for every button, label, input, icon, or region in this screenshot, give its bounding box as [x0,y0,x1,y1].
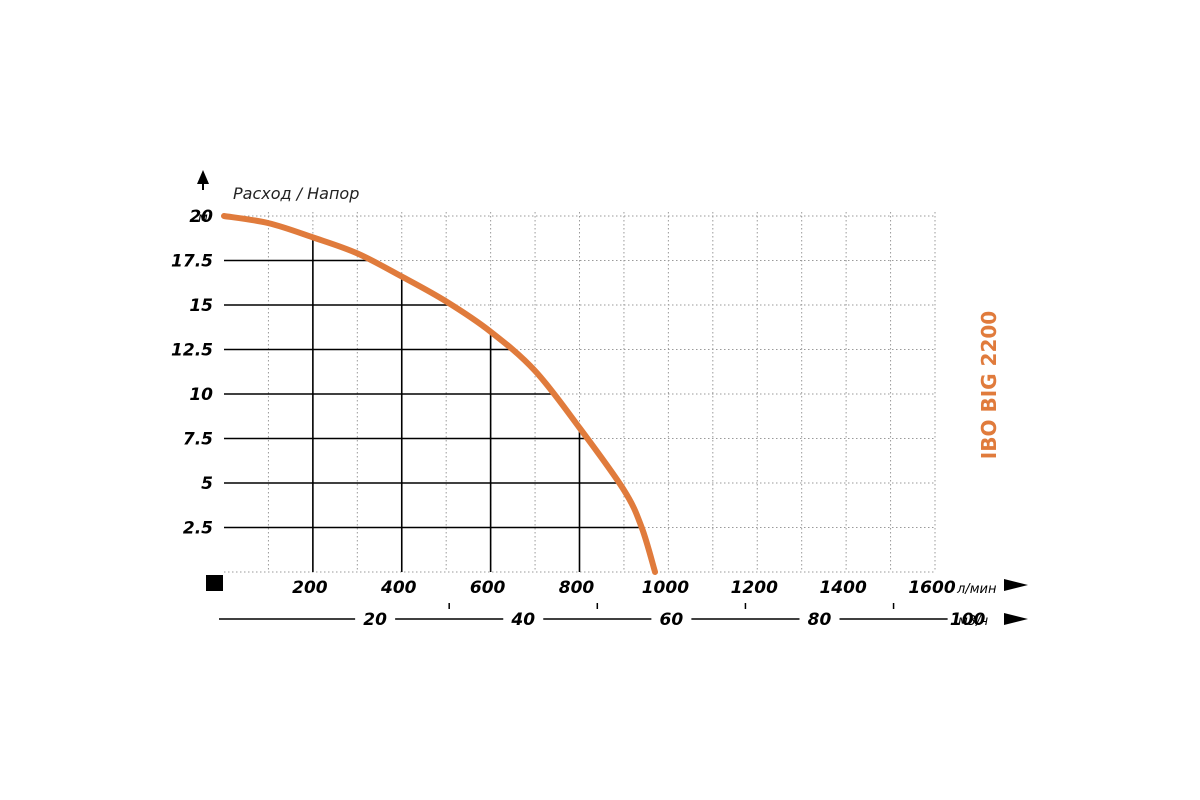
performance-curve [221,213,659,575]
secondary-x-tick-label: 60 [660,610,684,630]
x-tick-label: 1200 [731,578,778,598]
y-tick-label: 20 [189,207,213,227]
x-tick-label: 1600 [908,578,955,598]
x-tick-label: 800 [559,578,595,598]
grid [224,212,936,573]
x-tick-label: 600 [470,578,506,598]
y-tick-label: 17.5 [171,252,213,272]
secondary-x-tick-label: 20 [363,610,387,630]
y-tick-label: 10 [189,385,213,405]
secondary-axis-arrow-icon [1004,613,1028,625]
x-tick-label: 400 [380,578,417,598]
secondary-x-tick-label: 40 [510,610,535,630]
y-axis-unit: м [198,211,208,226]
x-tick-label: 1000 [642,578,689,598]
secondary-x-tick-label: 100 [950,610,986,630]
y-tick-label: 12.5 [171,341,213,361]
y-tick-label: 5 [201,474,213,494]
y-tick-label: 2.5 [183,519,213,539]
x-tick-label: 200 [292,578,328,598]
x-axis-arrow-icon [1004,579,1028,591]
labels: Расход / Напор 20 17.5 15 12.5 10 7.5 5 2.5 м 200 4… [171,184,1001,630]
curve-layer [221,213,659,575]
axes [197,170,1028,625]
y-axis-title: Расход / Напор [233,184,359,203]
y-tick-label: 15 [189,296,213,316]
secondary-axis-unit: м3/ч [958,614,988,629]
x-axis-unit: л/мин [956,582,997,597]
x-tick-label: 1400 [819,578,866,598]
origin-marker-icon [206,575,223,591]
y-tick-label: 7.5 [183,430,213,450]
y-axis-arrow-icon [197,170,209,184]
reference-lines [224,237,642,572]
secondary-x-tick-label: 80 [808,610,832,630]
model-label: IBO BIG 2200 [977,311,1001,459]
